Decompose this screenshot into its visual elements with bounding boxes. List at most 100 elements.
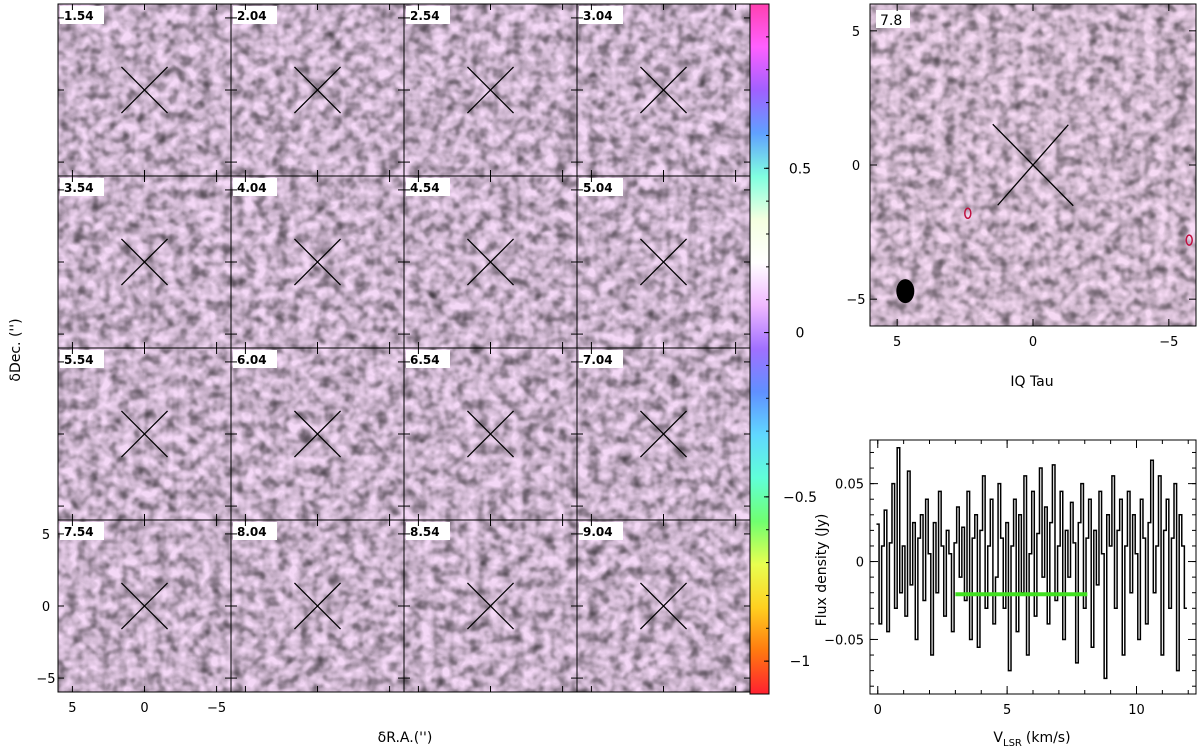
- channel-velocity-label: 4.54: [410, 181, 440, 195]
- moment-label-box: [876, 10, 910, 28]
- channel-velocity-label: 7.04: [583, 353, 613, 367]
- channel-velocity-label: 5.54: [64, 353, 94, 367]
- channel-label-box: [60, 178, 104, 196]
- spectrum-x-tick-label: 10: [1128, 703, 1145, 718]
- channel-label-box: [579, 522, 623, 540]
- source-position-marker: [293, 238, 342, 286]
- channel-label-box: [406, 522, 450, 540]
- source-position-marker: [639, 582, 688, 630]
- channel-panel: 5.54: [57, 347, 232, 521]
- channel-velocity-label: 8.04: [237, 525, 267, 539]
- channel-label-box: [406, 350, 450, 368]
- channel-label-box: [233, 350, 277, 368]
- moment-y-tick-label: 0: [852, 159, 860, 174]
- source-position-marker: [639, 238, 688, 286]
- colorbar: 0.5 0 −0.5 −1: [749, 3, 817, 695]
- channel-panel: 7.04: [576, 347, 751, 521]
- source-position-marker: [992, 123, 1074, 207]
- channel-label-box: [233, 178, 277, 196]
- channel-velocity-label: 6.54: [410, 353, 440, 367]
- channel-map-x-axis-label: δR.A.(''): [378, 730, 433, 746]
- channel-panel: 1.54: [57, 3, 232, 177]
- channel-panel: 7.54 5 5 0 0 −5 −5: [36, 519, 232, 716]
- channel-map-y-axis-label: δDec. (''): [8, 318, 24, 381]
- channel-label-box: [406, 6, 450, 24]
- channel-panel: 8.54: [403, 519, 578, 693]
- channel-panel: 2.04: [230, 3, 405, 177]
- source-position-marker: [120, 66, 169, 114]
- channel-panel: 9.04: [576, 519, 751, 693]
- y-tick-label: 5: [42, 528, 50, 543]
- x-tick-label: 5: [68, 701, 76, 716]
- colorbar-tick-label: 0: [796, 326, 805, 342]
- moment-x-tick-label: 0: [1029, 335, 1037, 350]
- x-tick-label: 0: [140, 701, 148, 716]
- source-position-marker: [466, 582, 515, 630]
- moment-map-title: IQ Tau: [1010, 374, 1053, 390]
- moment-channel-label: 7.8: [880, 13, 902, 29]
- spectrum-line: [876, 447, 1187, 680]
- channel-panel: 8.04: [230, 519, 405, 693]
- contour: [964, 207, 972, 220]
- y-tick-label: 0: [42, 600, 50, 615]
- spectrum-frame: [869, 439, 1197, 695]
- channel-velocity-label: 8.54: [410, 525, 440, 539]
- channel-velocity-label: 2.54: [410, 9, 440, 23]
- spectrum-x-tick-label: 0: [874, 703, 882, 718]
- spectrum-y-tick-label: −0.05: [824, 633, 864, 648]
- x-tick-label: −5: [207, 701, 226, 716]
- colorbar-tick-label: −1: [790, 654, 811, 670]
- contour: [1185, 234, 1193, 246]
- moment-y-tick-label: 5: [852, 25, 860, 40]
- channel-panel: 2.54: [403, 3, 578, 177]
- channel-velocity-label: 6.04: [237, 353, 267, 367]
- channel-velocity-label: 1.54: [64, 9, 94, 23]
- channel-velocity-label: 9.04: [583, 525, 613, 539]
- source-position-marker: [120, 238, 169, 286]
- channel-map-grid: 1.54 2.04 2.54 3.04 3.54 4.04 4.54 5.04 5.54 6.04…: [36, 3, 751, 716]
- channel-panel: 5.04: [576, 175, 751, 349]
- channel-label-box: [579, 6, 623, 24]
- spectrum-x-axis-label: VLSR (km/s): [993, 730, 1070, 749]
- channel-velocity-label: 5.04: [583, 181, 613, 195]
- source-position-marker: [293, 582, 342, 630]
- channel-velocity-label: 4.04: [237, 181, 267, 195]
- moment-y-tick-label: −5: [846, 293, 865, 308]
- spectrum-x-label-unit: (km/s): [1026, 730, 1071, 746]
- moment-x-tick-label: 5: [893, 335, 901, 350]
- spectrum-x-label-main: V: [993, 730, 1003, 746]
- channel-label-box: [60, 6, 104, 24]
- channel-panel: 3.54: [57, 175, 232, 349]
- channel-label-box: [233, 522, 277, 540]
- channel-label-box: [579, 350, 623, 368]
- source-position-marker: [120, 410, 169, 458]
- source-position-marker: [293, 66, 342, 114]
- channel-panel: 6.04: [230, 347, 405, 521]
- spectrum-x-tick-label: 5: [1003, 703, 1011, 718]
- source-position-marker: [466, 410, 515, 458]
- spectrum-y-tick-label: 0: [856, 556, 864, 571]
- spectrum-x-label-sub: LSR: [1003, 738, 1022, 749]
- channel-label-box: [406, 178, 450, 196]
- moment-map-panel: 7.8 5 5 0 0 −5 −5: [846, 3, 1197, 350]
- source-position-marker: [120, 582, 169, 630]
- spectrum-y-tick-label: 0.05: [835, 478, 864, 493]
- source-position-marker: [639, 410, 688, 458]
- source-position-marker: [466, 66, 515, 114]
- colorbar-tick-label: −0.5: [783, 490, 817, 506]
- y-tick-label: −5: [36, 672, 55, 687]
- channel-label-box: [233, 6, 277, 24]
- channel-label-box: [60, 350, 104, 368]
- channel-velocity-label: 3.04: [583, 9, 613, 23]
- channel-panel: 3.04: [576, 3, 751, 177]
- source-position-marker: [293, 410, 342, 458]
- channel-label-box: [60, 522, 104, 540]
- channel-velocity-label: 2.04: [237, 9, 267, 23]
- source-position-marker: [466, 238, 515, 286]
- channel-panel: 4.04: [230, 175, 405, 349]
- beam-ellipse: [896, 279, 915, 304]
- channel-velocity-label: 7.54: [64, 525, 94, 539]
- spectrum-panel: 0 5 10 0.05 0 −0.05: [824, 439, 1197, 718]
- colorbar-tick-label: 0.5: [789, 161, 811, 177]
